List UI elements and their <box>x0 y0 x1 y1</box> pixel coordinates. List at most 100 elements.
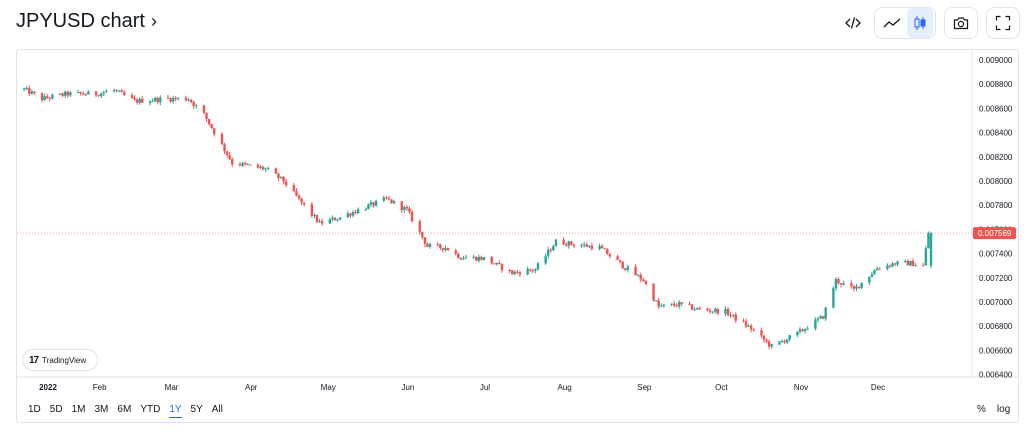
candle-body <box>729 315 732 317</box>
candle-body <box>58 93 62 95</box>
candlestick-button[interactable] <box>907 8 933 38</box>
title-chevron-icon[interactable]: › <box>150 11 157 31</box>
candle-body <box>886 265 889 269</box>
candle-body <box>405 207 409 209</box>
y-tick-label: 0.008200 <box>979 153 1013 162</box>
candle-body <box>195 105 198 107</box>
candle-body <box>585 244 588 247</box>
candle-body <box>762 335 766 340</box>
x-tick-label: Jul <box>480 383 490 392</box>
candle-body <box>349 213 352 216</box>
candle-body <box>565 244 568 246</box>
candle-body <box>238 164 242 166</box>
log-scale-toggle[interactable]: log <box>996 404 1011 415</box>
candle-body <box>33 91 36 94</box>
candle-body <box>213 128 216 135</box>
candle-body <box>552 246 555 251</box>
candle-body <box>752 329 755 331</box>
y-tick-label: 0.006400 <box>979 371 1013 380</box>
candle-body <box>464 257 468 259</box>
candle-body <box>636 275 640 277</box>
candle-body <box>549 249 552 251</box>
range-3m[interactable]: 3M <box>94 404 109 415</box>
candle-body <box>760 330 763 336</box>
candle-body <box>184 97 188 101</box>
fullscreen-button[interactable] <box>986 7 1020 39</box>
x-tick-label: May <box>321 383 336 392</box>
candle-body <box>320 221 324 224</box>
candle-body <box>906 260 910 266</box>
candle-body <box>302 202 306 205</box>
candle-body <box>554 239 558 247</box>
tradingview-logo[interactable]: 17 TradingView <box>22 349 98 371</box>
symbol-title[interactable]: JPYUSD chart › <box>16 10 157 33</box>
embed-button[interactable] <box>838 8 868 38</box>
snapshot-button[interactable] <box>944 7 978 39</box>
candle-body <box>277 173 280 179</box>
candle-body <box>364 209 368 211</box>
candle-body <box>726 309 730 316</box>
candle-body <box>893 263 897 265</box>
candle-body <box>857 286 861 288</box>
candle-body <box>410 211 414 222</box>
symbol-title-text[interactable]: JPYUSD chart <box>16 10 145 32</box>
candle-body <box>868 276 871 283</box>
tradingview-logo-mark: 17 <box>29 354 39 366</box>
chart-header: JPYUSD chart › <box>0 0 1024 46</box>
candle-body <box>526 269 529 275</box>
candle-body <box>123 92 126 95</box>
candle-body <box>141 98 144 103</box>
range-1m[interactable]: 1M <box>71 404 86 415</box>
candle-body <box>441 247 445 250</box>
candle-body <box>367 204 370 210</box>
candle-body <box>634 266 637 276</box>
candle-body <box>783 341 786 343</box>
y-tick-label: 0.006600 <box>979 346 1013 355</box>
candle-body <box>680 302 684 304</box>
candle-body <box>472 256 475 258</box>
candle-body <box>839 283 843 285</box>
scale-options: % log <box>977 404 1010 415</box>
candle-body <box>318 221 321 223</box>
candle-body <box>927 233 930 249</box>
candle-body <box>618 260 622 262</box>
candle-body <box>228 155 231 160</box>
candle-body <box>888 265 892 267</box>
code-icon <box>845 17 861 29</box>
candle-body <box>256 164 260 168</box>
candle-body <box>572 244 576 246</box>
candle-body <box>675 305 678 307</box>
candle-body <box>801 329 804 332</box>
candle-body <box>243 162 247 164</box>
range-all[interactable]: All <box>211 404 223 415</box>
candle-body <box>770 344 773 347</box>
y-tick-label: 0.008000 <box>979 177 1013 186</box>
range-5y[interactable]: 5Y <box>190 404 203 415</box>
candle-body <box>117 90 121 92</box>
candle-body <box>66 91 70 96</box>
line-chart-button[interactable] <box>878 8 906 38</box>
x-tick-label: 2022 <box>39 383 57 392</box>
candle-body <box>531 270 535 272</box>
candle-body <box>169 98 172 102</box>
candle-body <box>500 263 504 271</box>
percent-scale-toggle[interactable]: % <box>977 404 986 415</box>
candle-body <box>148 101 152 103</box>
candle-body <box>624 268 627 270</box>
range-1y[interactable]: 1Y <box>169 404 182 418</box>
range-5d[interactable]: 5D <box>49 404 63 415</box>
candle-body <box>266 168 270 170</box>
range-ytd[interactable]: YTD <box>140 404 161 415</box>
candle-body <box>177 97 180 99</box>
candle-body <box>642 279 645 282</box>
x-tick-label: Jun <box>401 383 414 392</box>
range-1d[interactable]: 1D <box>28 404 41 415</box>
y-tick-label: 0.006800 <box>979 322 1013 331</box>
candle-body <box>911 261 915 267</box>
candle-body <box>231 159 234 165</box>
range-6m[interactable]: 6M <box>117 404 132 415</box>
tradingview-logo-text: TradingView <box>42 355 87 365</box>
last-price-badge <box>973 227 1016 240</box>
candle-body <box>570 241 573 245</box>
